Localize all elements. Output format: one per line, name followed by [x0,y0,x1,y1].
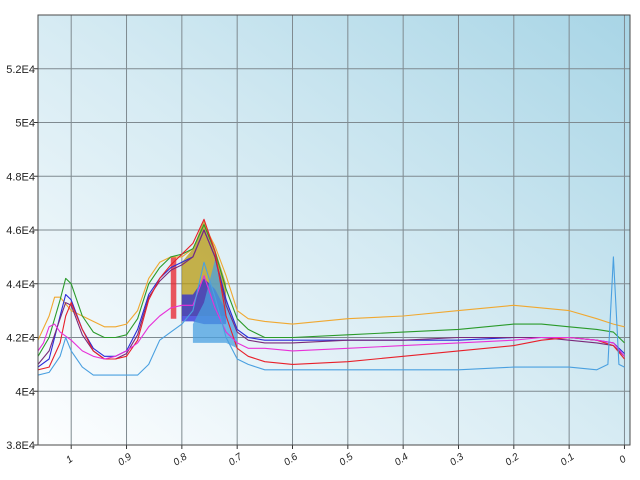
peak-band [192,259,238,349]
x-tick-label: 0.8 [172,451,190,468]
series-line [38,218,625,371]
series-lines [38,218,625,376]
series-line [38,229,625,365]
x-tick-label: 1 [64,454,75,466]
x-tick-label: 0 [618,454,629,466]
x-tick-label: 0.2 [504,451,522,468]
x-tick-label: 0.6 [282,451,300,468]
y-tick-label: 5E4 [15,118,35,130]
y-tick-label: 4.8E4 [6,171,35,183]
x-tick-label: 0.7 [227,451,245,468]
peak-bands [170,219,238,349]
y-tick-label: 3.8E4 [6,440,35,452]
x-tick-label: 0.5 [338,451,356,468]
x-tick-label: 0.4 [393,451,411,468]
series-line [38,256,625,376]
x-axis-ticks: 1 0.9 0.8 0.7 0.6 0.5 0.4 0.3 0.2 0.1 0 [64,445,629,468]
grid [38,15,630,446]
series-line [38,224,625,357]
y-tick-label: 4.4E4 [6,279,35,291]
x-tick-label: 0.3 [448,451,466,468]
y-tick-label: 4E4 [15,386,35,398]
y-tick-label: 4.2E4 [6,333,35,345]
x-tick-label: 0.9 [116,451,134,468]
x-tick-label: 0.1 [559,451,577,468]
plot-frame [37,14,631,446]
y-tick-label: 4.6E4 [6,225,35,237]
peak-band [170,256,177,319]
series-line [38,275,625,360]
y-tick-label: 5.2E4 [6,64,35,76]
y-axis-ticks: 3.8E4 4E4 4.2E4 4.4E4 4.6E4 4.8E4 5E4 5.2E4 [6,64,38,452]
